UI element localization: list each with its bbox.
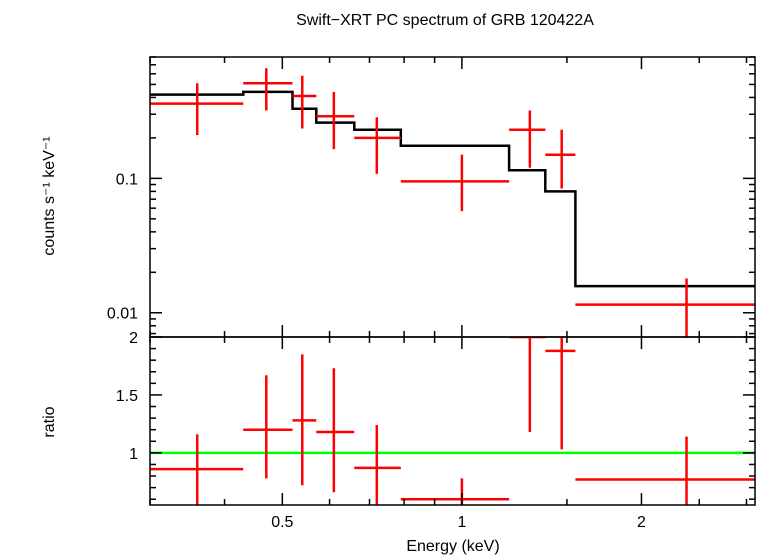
- spectrum-data-point: [354, 117, 401, 174]
- y-tick-label: 1: [129, 446, 138, 463]
- model-step-line: [150, 90, 755, 288]
- spectrum-data-point: [575, 278, 755, 337]
- spectrum-data-point: [400, 154, 510, 212]
- x-tick-label: 1: [457, 514, 466, 531]
- ratio-plot-area: [150, 337, 755, 505]
- ratio-frame: [149, 336, 756, 506]
- spectrum-panel: 0.1 0.01: [107, 56, 756, 338]
- ratio-panel: 21.51: [116, 330, 756, 506]
- spectrum-data-point: [545, 129, 576, 189]
- ratio-data-point: [575, 436, 755, 505]
- ratio-data-point: [509, 337, 546, 433]
- spectrum-data-point: [509, 110, 546, 168]
- spectrum-data-point: [292, 75, 317, 129]
- ratio-data-point: [316, 368, 355, 493]
- y-tick-label: 0.01: [107, 306, 138, 323]
- y-axis-label-ratio: ratio: [41, 406, 58, 437]
- x-tick-label: 2: [637, 514, 646, 531]
- ratio-data-point: [354, 425, 401, 505]
- ratio-data-point: [545, 337, 576, 450]
- y-tick-label: 0.1: [116, 171, 138, 188]
- ratio-data-point: [400, 478, 510, 505]
- spectrum-data-point: [150, 83, 244, 136]
- ratio-data-point: [243, 375, 293, 479]
- spectrum-frame: [149, 56, 756, 338]
- y-tick-label: 2: [129, 330, 138, 347]
- ratio-data-point: [292, 354, 317, 486]
- spectrum-data-point: [316, 91, 355, 150]
- y-axis-label-spectrum: counts s⁻¹ keV⁻¹: [41, 136, 58, 255]
- y-tick-label: 1.5: [116, 388, 138, 405]
- ratio-data-point: [150, 434, 244, 505]
- spectrum-plot-area: [150, 68, 755, 337]
- x-tick-label: 0.5: [271, 514, 293, 531]
- chart-title: Swift−XRT PC spectrum of GRB 120422A: [296, 12, 594, 29]
- spectrum-data-point: [243, 68, 293, 111]
- x-axis-label: Energy (keV): [406, 538, 499, 555]
